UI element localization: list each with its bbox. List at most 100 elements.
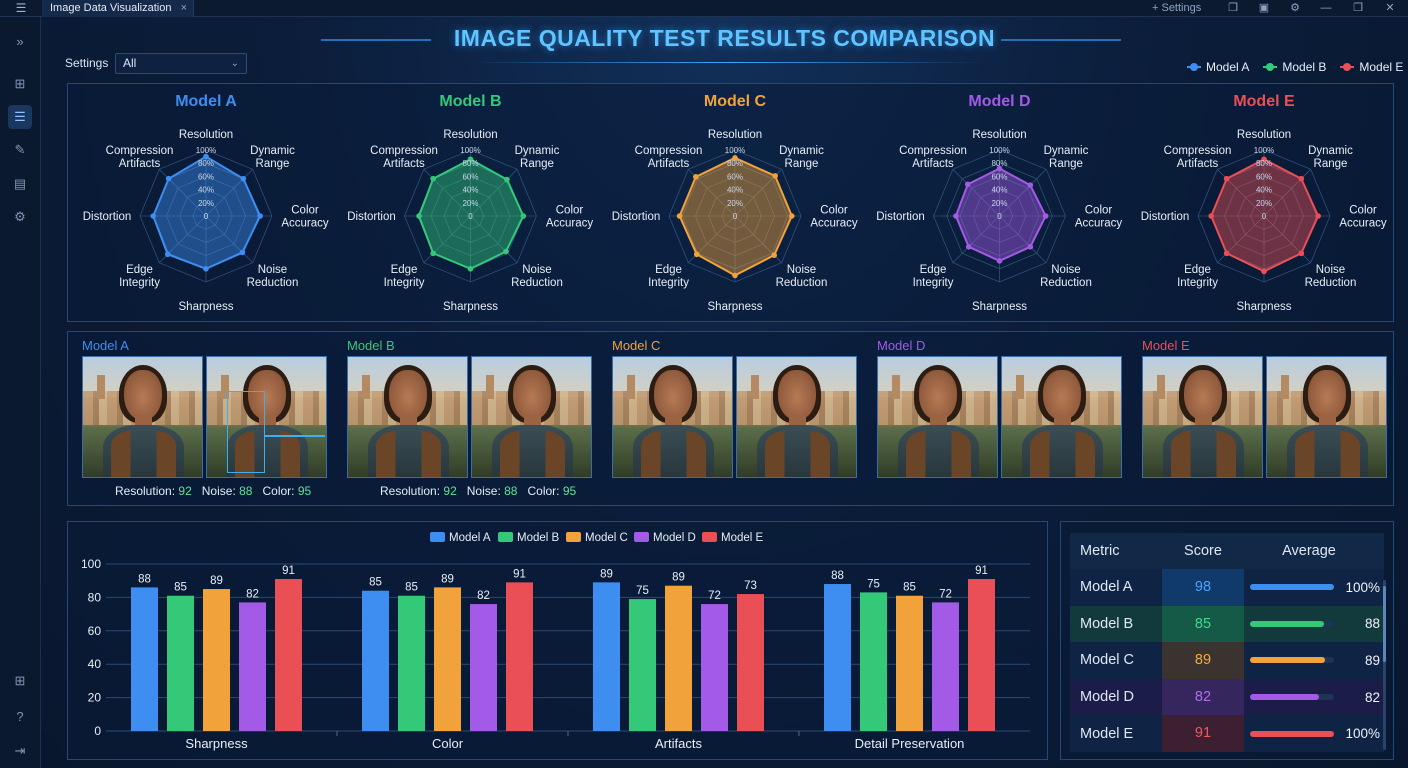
apps-icon[interactable]: ⊞ bbox=[14, 673, 26, 688]
radar-point[interactable] bbox=[150, 213, 156, 219]
radar-point[interactable] bbox=[788, 213, 795, 219]
settings-icon[interactable]: ⚙ bbox=[14, 209, 26, 224]
radar-point[interactable] bbox=[467, 156, 474, 163]
processed-image[interactable] bbox=[471, 356, 592, 478]
table-header-metric[interactable]: Metric bbox=[1080, 543, 1120, 559]
original-image[interactable] bbox=[82, 356, 203, 478]
radar-point[interactable] bbox=[1261, 268, 1267, 275]
bar-model-e-sharpness[interactable] bbox=[275, 579, 302, 731]
processed-image[interactable] bbox=[1266, 356, 1387, 478]
table-row[interactable]: Model D 82 82 bbox=[1070, 678, 1384, 716]
table-row[interactable]: Model B 85 88 bbox=[1070, 605, 1384, 643]
help-icon[interactable]: ? bbox=[16, 709, 24, 724]
processed-image[interactable] bbox=[736, 356, 857, 478]
bar-model-d-detail-preservation[interactable] bbox=[932, 602, 959, 731]
table-row[interactable]: Model E 91 100% bbox=[1070, 715, 1384, 752]
radar-point[interactable] bbox=[953, 213, 959, 219]
settings-link[interactable]: + Settings bbox=[1152, 2, 1202, 14]
bar-model-c-color[interactable] bbox=[434, 587, 461, 731]
bar-model-b-detail-preservation[interactable] bbox=[860, 592, 887, 731]
radar-point[interactable] bbox=[693, 251, 700, 258]
bar-model-a-artifacts[interactable] bbox=[593, 582, 620, 731]
bar-model-c-detail-preservation[interactable] bbox=[896, 595, 923, 731]
radar-point[interactable] bbox=[1315, 213, 1321, 219]
close-icon[interactable]: ✕ bbox=[1385, 2, 1395, 14]
tab-image-data-visualization[interactable]: Image Data Visualization × bbox=[42, 0, 194, 17]
radar-point[interactable] bbox=[164, 251, 171, 258]
copy-icon[interactable]: ❐ bbox=[1228, 2, 1238, 14]
radar-point[interactable] bbox=[504, 176, 510, 183]
processed-image[interactable] bbox=[1001, 356, 1122, 478]
maximize-icon[interactable]: ❐ bbox=[1353, 2, 1363, 14]
bar-model-b-sharpness[interactable] bbox=[167, 595, 194, 731]
original-image[interactable] bbox=[877, 356, 998, 478]
logout-icon[interactable]: ⇥ bbox=[14, 743, 26, 758]
bar-model-e-detail-preservation[interactable] bbox=[968, 579, 995, 731]
legend-item-model-b[interactable]: Model B bbox=[1263, 60, 1326, 74]
bar-model-e-color[interactable] bbox=[506, 582, 533, 731]
radar-point[interactable] bbox=[771, 252, 778, 259]
radar-point[interactable] bbox=[676, 213, 683, 219]
bar-model-d-sharpness[interactable] bbox=[239, 602, 266, 731]
radar-point[interactable] bbox=[732, 272, 738, 279]
bar-model-b-artifacts[interactable] bbox=[629, 599, 656, 731]
radar-point[interactable] bbox=[520, 213, 527, 219]
original-image[interactable] bbox=[347, 356, 468, 478]
tab-close-icon[interactable]: × bbox=[180, 2, 187, 14]
radar-point[interactable] bbox=[1298, 175, 1305, 182]
radar-point[interactable] bbox=[1027, 244, 1034, 250]
table-scrollbar[interactable] bbox=[1383, 580, 1386, 750]
radar-point[interactable] bbox=[996, 258, 1003, 264]
bar-model-d-color[interactable] bbox=[470, 604, 497, 731]
table-header-score[interactable]: Score bbox=[1184, 543, 1222, 559]
radar-point[interactable] bbox=[165, 175, 172, 182]
original-image[interactable] bbox=[612, 356, 733, 478]
radar-point[interactable] bbox=[203, 266, 209, 272]
radar-point[interactable] bbox=[1223, 250, 1230, 257]
bar-model-b-color[interactable] bbox=[398, 595, 425, 731]
radar-point[interactable] bbox=[964, 181, 971, 188]
radar-point[interactable] bbox=[1042, 213, 1049, 219]
expand-icon[interactable]: » bbox=[16, 34, 24, 49]
radar-point[interactable] bbox=[732, 155, 738, 161]
bar-model-c-artifacts[interactable] bbox=[665, 585, 692, 731]
bar-model-e-artifacts[interactable] bbox=[737, 594, 764, 731]
bar-model-c-sharpness[interactable] bbox=[203, 589, 230, 731]
radar-point[interactable] bbox=[416, 213, 422, 219]
radar-point[interactable] bbox=[467, 266, 474, 272]
bar-model-d-artifacts[interactable] bbox=[701, 604, 728, 731]
save-icon[interactable]: ▣ bbox=[1258, 2, 1270, 14]
menu-icon[interactable]: ☰ bbox=[15, 1, 27, 15]
radar-point[interactable] bbox=[430, 175, 436, 182]
radar-point[interactable] bbox=[257, 213, 263, 219]
radar-point[interactable] bbox=[430, 250, 436, 257]
legend-item-model-e[interactable]: Model E bbox=[1340, 60, 1403, 74]
table-scrollbar-thumb[interactable] bbox=[1383, 586, 1386, 662]
settings-select[interactable]: All ⌄ bbox=[115, 53, 247, 74]
original-image[interactable] bbox=[1142, 356, 1263, 478]
radar-point[interactable] bbox=[965, 244, 972, 250]
report-icon[interactable]: ▤ bbox=[13, 176, 27, 191]
gear-icon[interactable]: ⚙ bbox=[1290, 2, 1300, 14]
bar-model-a-detail-preservation[interactable] bbox=[824, 584, 851, 731]
radar-point[interactable] bbox=[1208, 213, 1214, 219]
legend-item-model-a[interactable]: Model A bbox=[1187, 60, 1249, 74]
radar-point[interactable] bbox=[1223, 175, 1230, 182]
radar-point[interactable] bbox=[239, 249, 246, 256]
list-icon[interactable]: ☰ bbox=[8, 105, 32, 129]
radar-point[interactable] bbox=[1298, 250, 1305, 257]
processed-image[interactable] bbox=[206, 356, 327, 478]
radar-point[interactable] bbox=[692, 173, 699, 180]
radar-point[interactable] bbox=[772, 173, 778, 179]
edit-icon[interactable]: ✎ bbox=[14, 142, 26, 157]
minimize-icon[interactable]: — bbox=[1320, 2, 1332, 14]
table-header-average[interactable]: Average bbox=[1282, 543, 1336, 559]
bar-model-a-color[interactable] bbox=[362, 590, 389, 731]
table-row[interactable]: Model C 89 89 bbox=[1070, 642, 1384, 679]
bar-model-a-sharpness[interactable] bbox=[131, 587, 158, 731]
radar-point[interactable] bbox=[996, 165, 1003, 172]
radar-point[interactable] bbox=[503, 248, 509, 255]
radar-point[interactable] bbox=[203, 153, 209, 160]
radar-point[interactable] bbox=[1261, 156, 1267, 163]
radar-point[interactable] bbox=[240, 175, 247, 182]
